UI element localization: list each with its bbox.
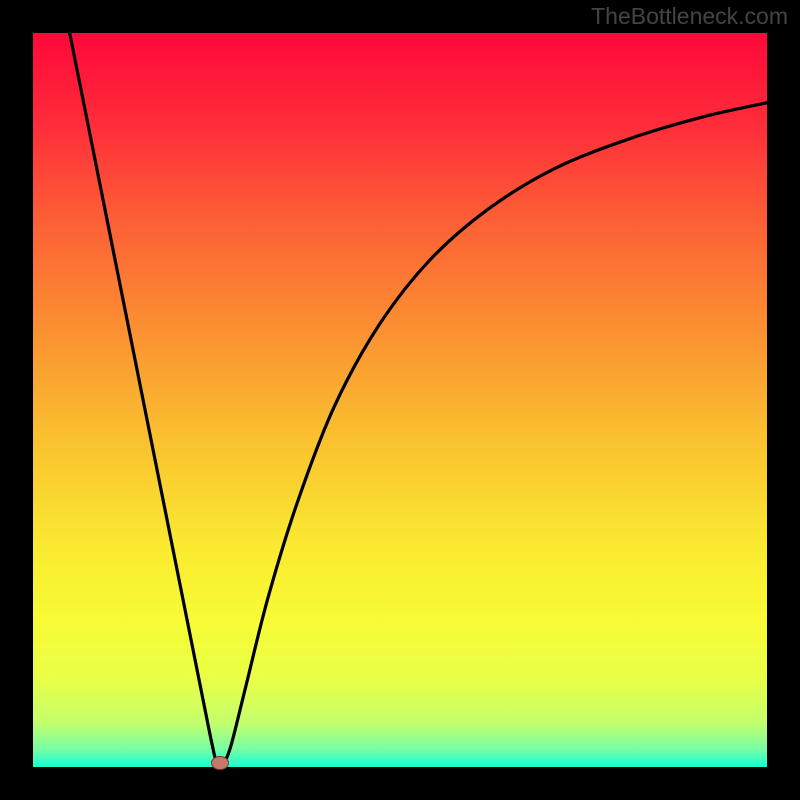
bottleneck-curve: [33, 33, 767, 767]
plot-area: [33, 33, 767, 767]
curve-path: [70, 33, 767, 767]
minimum-marker: [211, 756, 229, 770]
watermark-text: TheBottleneck.com: [591, 3, 788, 30]
